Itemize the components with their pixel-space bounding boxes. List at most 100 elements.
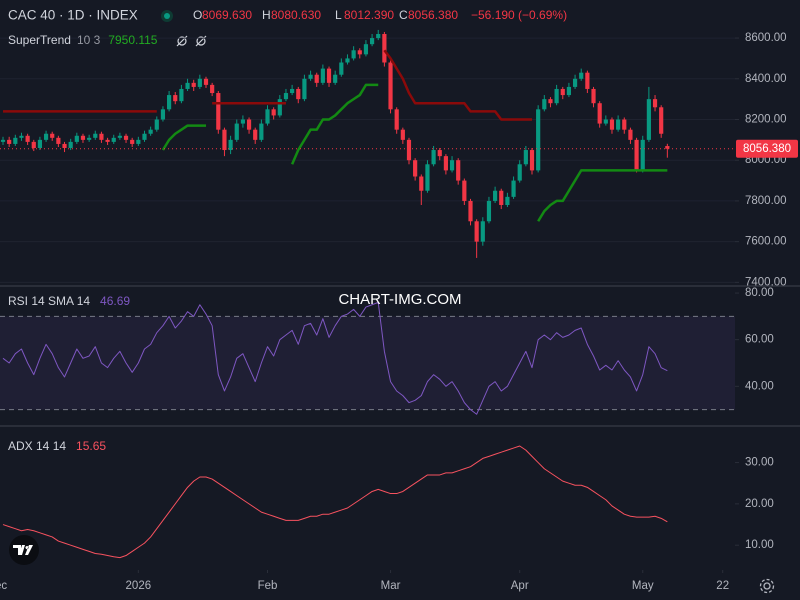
candle-body (480, 221, 485, 242)
indicator-value: 15.65 (76, 439, 106, 453)
candle-body (7, 139, 12, 144)
candle-body (474, 221, 479, 242)
candle-body (302, 78, 307, 100)
indicator-name: ADX 14 14 (8, 439, 66, 453)
candle-body (376, 33, 381, 39)
candle-body (154, 119, 159, 130)
indicator-value: 46.69 (100, 294, 130, 308)
indicator-line (2, 301, 668, 415)
candle-body (93, 133, 98, 138)
candle-body (339, 62, 344, 75)
y-tick-label: 7800.00 (745, 195, 787, 207)
y-tick-label: 7600.00 (745, 236, 787, 248)
candle-body (123, 135, 129, 140)
candle-body (31, 141, 36, 148)
candle-body (351, 50, 356, 59)
settings-icon[interactable] (759, 578, 775, 594)
candle-body (425, 164, 430, 191)
candle-body (308, 74, 313, 79)
logo-mark[interactable] (13, 545, 33, 555)
candle-body (517, 164, 522, 181)
candle-body (591, 88, 596, 104)
candle-body (234, 123, 239, 140)
candle-body (548, 99, 553, 104)
candle-body (240, 119, 245, 124)
ohlc-value: 8056.380 (408, 8, 458, 22)
candle-body (136, 139, 141, 144)
ohlc-key: H (262, 8, 271, 22)
y-tick-label: 10.00 (745, 539, 774, 551)
ohlc-key: O (193, 8, 202, 22)
candle-body (437, 150, 442, 157)
candle-body (62, 143, 67, 148)
candle-body (80, 135, 86, 140)
candle-body (382, 33, 387, 63)
tv-logo[interactable] (9, 535, 39, 565)
candle-body (363, 44, 369, 55)
candle-body (326, 68, 332, 83)
status-dot (164, 13, 170, 19)
candle-body (333, 74, 338, 83)
candle-body (43, 133, 49, 140)
candle-body (167, 95, 172, 110)
price-change: −56.190 (−0.69%) (471, 8, 567, 22)
last-price-label: 8056.380 (743, 143, 791, 155)
icon[interactable] (763, 582, 771, 590)
candle-body (210, 84, 215, 94)
candle-body (431, 150, 436, 165)
candle-body (111, 137, 116, 142)
candle-body (320, 68, 325, 83)
candle-body (628, 129, 633, 140)
candle-body (659, 107, 664, 134)
supertrend-down (3, 49, 533, 121)
candle-body (665, 146, 670, 149)
candle-body (388, 62, 393, 110)
candle-body (579, 72, 584, 79)
candle-body (609, 119, 615, 130)
y-tick-label: 60.00 (745, 334, 774, 346)
x-tick-label: 22 (716, 580, 729, 592)
candle-body (296, 88, 301, 100)
candle-body (505, 196, 510, 205)
candle-body (511, 180, 516, 197)
y-tick-label: 8200.00 (745, 114, 787, 126)
ohlc-key: C (399, 8, 408, 22)
candle-body (523, 150, 528, 165)
candle-body (259, 123, 264, 140)
x-tick-label: May (632, 580, 654, 592)
supertrend-up (161, 83, 668, 222)
candle-body (646, 99, 651, 140)
candle-body (622, 119, 627, 130)
icon[interactable] (196, 36, 206, 46)
y-tick-label: 80.00 (745, 287, 774, 299)
candle-body (228, 139, 233, 151)
candle-body (468, 200, 473, 222)
candle-body (493, 190, 498, 201)
ohlc-value: 8012.390 (344, 8, 394, 22)
indicator-params: 10 3 (77, 33, 101, 47)
candle-body (130, 139, 135, 144)
icon[interactable] (177, 36, 187, 46)
candle-body (400, 129, 405, 140)
y-tick-label: 7400.00 (745, 276, 787, 288)
indicator-name: SuperTrend (8, 33, 71, 47)
indicator-value: 7950.115 (108, 33, 157, 47)
logo-circle[interactable] (9, 535, 39, 565)
candle-body (369, 38, 375, 45)
candle-body (449, 160, 455, 171)
icon[interactable] (759, 578, 775, 594)
y-tick-label: 30.00 (745, 457, 774, 469)
candle-body (99, 133, 104, 140)
candle-body (246, 119, 252, 130)
candle-body (499, 190, 504, 205)
candle-body (105, 139, 110, 142)
candle-body (536, 109, 541, 171)
indicator-legend: SuperTrend 10 3 7950.115 (8, 33, 158, 47)
candle-body (652, 99, 658, 108)
candle-body (462, 180, 467, 201)
indicator-legend: ADX 14 14 15.65 (8, 439, 106, 453)
ohlc-value: 8080.630 (271, 8, 321, 22)
candle-body (456, 160, 461, 181)
candle-body (413, 160, 418, 177)
